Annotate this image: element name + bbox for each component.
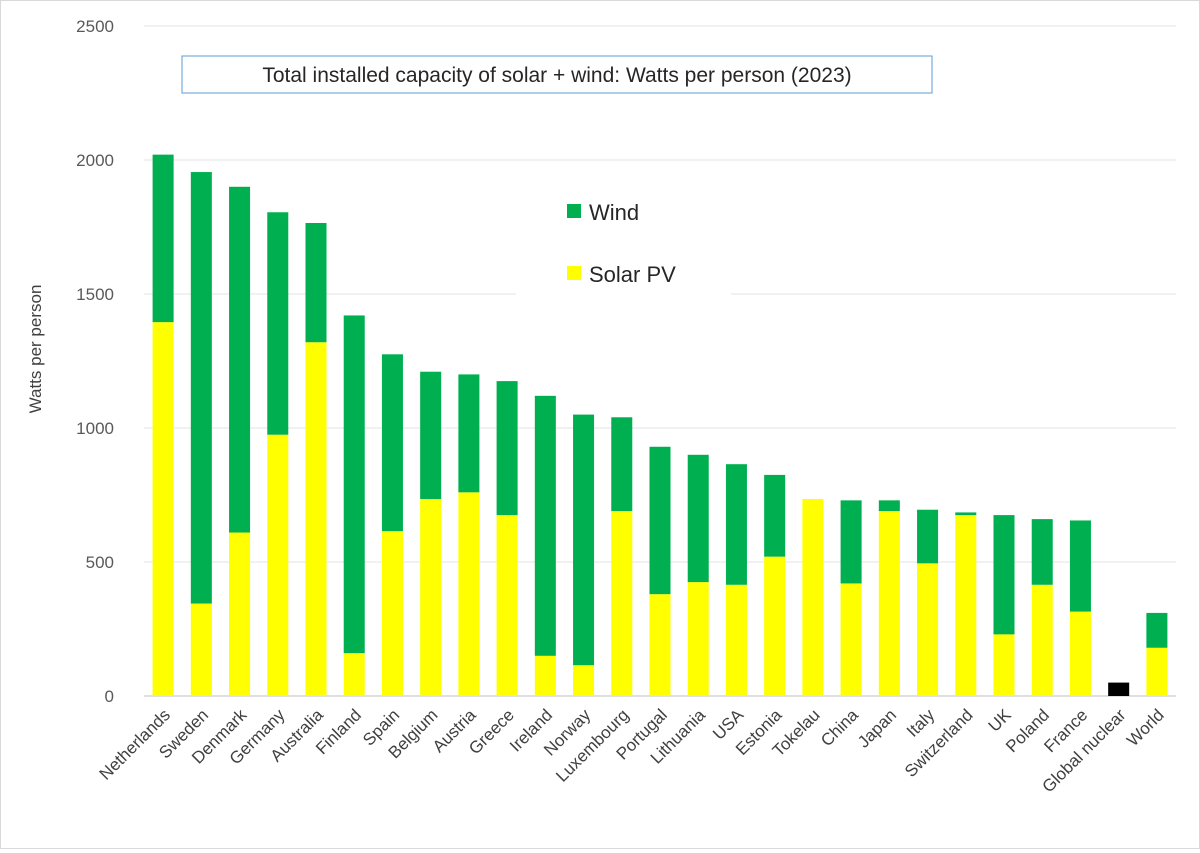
- x-tick-label: Japan: [854, 705, 900, 751]
- x-tick-label: China: [817, 705, 862, 750]
- bar-solar-pv: [229, 532, 251, 696]
- bar-solar-pv: [305, 342, 327, 696]
- bar-wind: [305, 222, 327, 343]
- y-tick-label: 1500: [76, 285, 114, 304]
- bar-other: [1108, 682, 1130, 696]
- bar-solar-pv: [649, 594, 671, 696]
- bar-wind: [229, 186, 251, 533]
- bar-solar-pv: [343, 653, 365, 696]
- bar-solar-pv: [993, 634, 1015, 696]
- bar-solar-pv: [840, 583, 862, 696]
- bar-wind: [878, 500, 900, 512]
- y-tick-label: 500: [86, 553, 114, 572]
- chart-title-box: Total installed capacity of solar + wind…: [181, 55, 933, 94]
- y-tick-label: 0: [105, 687, 114, 706]
- bar-solar-pv: [802, 499, 824, 696]
- bar-wind: [534, 395, 556, 656]
- bar-wind: [611, 417, 633, 512]
- bar-wind: [458, 374, 480, 493]
- legend: Wind Solar PV: [516, 186, 731, 296]
- chart-title-border: [181, 55, 933, 94]
- legend-swatch-wind: [567, 204, 581, 218]
- y-axis-ticks: 0 500 1000 1500 2000 2500: [76, 17, 114, 706]
- x-axis-ticks: NetherlandsSwedenDenmarkGermanyAustralia…: [96, 705, 1168, 796]
- bar-solar-pv: [190, 603, 212, 696]
- bar-solar-pv: [534, 655, 556, 696]
- bar-wind: [496, 381, 518, 516]
- bars: [152, 154, 1168, 696]
- bar-solar-pv: [152, 322, 174, 696]
- bar-wind: [381, 354, 403, 532]
- bar-solar-pv: [725, 584, 747, 696]
- bar-solar-pv: [687, 582, 709, 696]
- bar-wind: [420, 371, 442, 500]
- bar-wind: [993, 515, 1015, 635]
- bar-solar-pv: [1069, 611, 1091, 696]
- bar-wind: [764, 474, 786, 557]
- legend-swatch-solar-pv: [567, 266, 581, 280]
- bar-wind: [190, 172, 212, 604]
- bar-solar-pv: [420, 499, 442, 696]
- y-tick-label: 2500: [76, 17, 114, 36]
- bar-wind: [917, 509, 939, 564]
- x-tick-label: World: [1123, 705, 1168, 750]
- bar-wind: [725, 464, 747, 585]
- bar-solar-pv: [458, 492, 480, 696]
- bar-solar-pv: [611, 511, 633, 696]
- y-tick-label: 1000: [76, 419, 114, 438]
- bar-wind: [1069, 520, 1091, 612]
- bar-solar-pv: [955, 515, 977, 696]
- chart-title: Total installed capacity of solar + wind…: [262, 64, 851, 87]
- bar-solar-pv: [878, 511, 900, 696]
- bar-wind: [1031, 519, 1053, 585]
- bar-solar-pv: [573, 665, 595, 696]
- bar-wind: [152, 154, 174, 323]
- y-axis-label: Watts per person: [26, 285, 45, 414]
- bar-solar-pv: [496, 515, 518, 696]
- legend-background: [516, 186, 731, 296]
- bar-solar-pv: [267, 434, 289, 696]
- bar-wind: [573, 414, 595, 666]
- bar-wind: [343, 315, 365, 654]
- y-tick-label: 2000: [76, 151, 114, 170]
- bar-solar-pv: [381, 531, 403, 696]
- bar-solar-pv: [1031, 584, 1053, 696]
- bar-wind: [955, 512, 977, 516]
- x-tick-label: UK: [985, 705, 1016, 736]
- legend-label-wind: Wind: [589, 200, 639, 225]
- legend-label-solar-pv: Solar PV: [589, 262, 676, 287]
- bar-wind: [1146, 612, 1168, 648]
- bar-wind: [687, 454, 709, 583]
- bar-solar-pv: [764, 556, 786, 696]
- bar-wind: [649, 446, 671, 595]
- bar-wind: [840, 500, 862, 584]
- bar-solar-pv: [1146, 647, 1168, 696]
- bar-solar-pv: [917, 563, 939, 696]
- bar-wind: [267, 212, 289, 435]
